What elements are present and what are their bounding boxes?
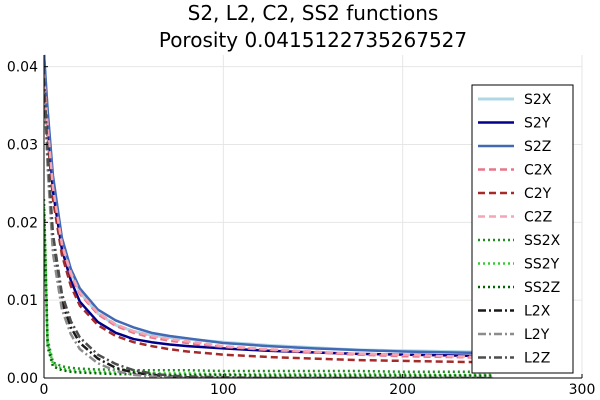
legend: S2X S2Y S2Z C2X C2Y C2Z SS2X SS2Y SS2Z L2X L2Y L2Z [471,84,574,374]
legend-label-c2y: C2Y [524,186,552,202]
chart-title: S2, L2, C2, SS2 functions [188,1,439,25]
series-line-s2y [44,54,493,358]
y-tick-label: 0.04 [7,60,38,76]
series-line-c2z [44,74,493,359]
x-tick-label: 0 [40,382,49,398]
legend-label-ss2z: SS2Z [524,280,560,296]
legend-label-l2z: L2Z [524,351,550,367]
legend-label-ss2y: SS2Y [524,257,560,273]
axes [43,55,583,379]
y-tick-label: 0.03 [7,138,38,154]
y-tick-label: 0.01 [7,293,38,309]
series-line-s2x [44,54,493,354]
legend-label-l2x: L2X [524,304,551,320]
tick-labels: 0 100 200 300 0.00 0.01 0.02 0.03 0.04 [7,60,596,398]
series-line-c2y [44,74,493,364]
legend-label-c2z: C2Z [524,210,552,226]
legend-label-ss2x: SS2X [524,233,561,249]
series-line-s2z [44,54,493,355]
legend-label-c2x: C2X [524,163,553,179]
series-line-l2y [44,78,493,378]
legend-label-s2x: S2X [524,92,552,108]
chart-subtitle: Porosity 0.0415122735267527 [159,28,467,52]
legend-label-s2y: S2Y [524,116,551,132]
series-line-c2x [44,74,493,360]
legend-label-l2y: L2Y [524,327,550,343]
x-tick-label: 300 [569,382,596,398]
legend-box [471,84,574,374]
y-tick-label: 0.00 [7,371,38,387]
x-tick-label: 200 [389,382,416,398]
y-tick-label: 0.02 [7,215,38,231]
legend-label-s2z: S2Z [524,139,551,155]
series-lines [44,54,493,378]
x-tick-label: 100 [210,382,237,398]
